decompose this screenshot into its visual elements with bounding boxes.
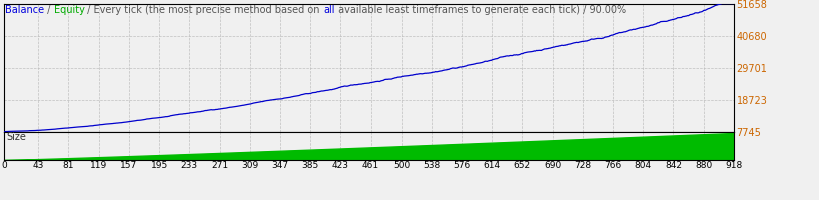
Text: Equity: Equity <box>53 5 84 15</box>
Text: Size: Size <box>7 132 26 142</box>
Text: Balance: Balance <box>5 5 44 15</box>
Text: /: / <box>44 5 53 15</box>
Text: available least timeframes to generate each tick): available least timeframes to generate e… <box>334 5 579 15</box>
Text: all: all <box>323 5 334 15</box>
Text: / 90.00%: / 90.00% <box>579 5 625 15</box>
Text: / Every tick (the most precise method based on: / Every tick (the most precise method ba… <box>84 5 323 15</box>
